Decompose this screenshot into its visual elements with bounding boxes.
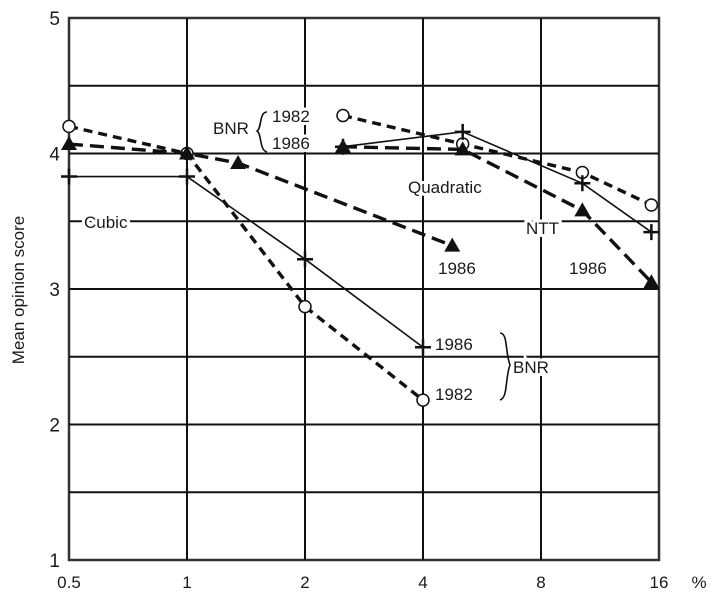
y-tick-label: 2 xyxy=(49,416,60,437)
annotation-label: BNR xyxy=(213,119,249,138)
annotation-label: Cubic xyxy=(84,213,128,232)
cross-marker-icon xyxy=(61,168,77,185)
series-bnr-1986 xyxy=(61,168,431,356)
series-line xyxy=(69,175,424,348)
circle-marker-icon xyxy=(416,393,430,407)
series-bnr-1982 xyxy=(62,119,430,407)
chart-annotations: BNR 1982 1986 Cubic Quadratic NTT 1986 1986 1986… xyxy=(81,104,610,407)
triangle-marker-icon xyxy=(230,154,247,169)
series-ntt-1986 xyxy=(334,138,660,289)
series-quadratic xyxy=(334,123,660,241)
series-ntt-1982 xyxy=(336,108,659,212)
grid-lines xyxy=(67,16,661,562)
series-line xyxy=(68,142,453,248)
x-tick-label: 8 xyxy=(536,573,545,592)
series-line xyxy=(342,113,653,207)
triangle-marker-icon xyxy=(334,138,351,153)
triangle-marker-icon xyxy=(179,145,195,160)
series-line xyxy=(342,145,653,284)
circle-marker-icon xyxy=(62,119,76,134)
x-tick-label: 16 xyxy=(650,573,669,592)
x-tick-label: 2 xyxy=(300,573,309,592)
y-tick-label: 5 xyxy=(49,9,60,30)
annotation-label: BNR xyxy=(513,358,549,377)
cross-marker-icon xyxy=(415,339,431,356)
cross-marker-icon xyxy=(179,168,195,185)
cross-marker-icon xyxy=(574,175,591,192)
triangle-marker-icon xyxy=(643,274,660,289)
annotation-label: 1986 xyxy=(435,335,473,354)
annotation-label: 1982 xyxy=(272,107,310,126)
y-axis-label: Mean opinion score xyxy=(9,216,28,364)
triangle-marker-icon xyxy=(574,202,591,217)
x-tick-label: 4 xyxy=(418,573,427,592)
data-series xyxy=(61,108,660,407)
annotation-label: 1986 xyxy=(569,259,607,278)
triangle-marker-icon xyxy=(61,136,77,151)
series-cubic-1986 xyxy=(61,136,461,252)
circle-marker-icon xyxy=(644,198,659,212)
x-tick-label: 1 xyxy=(182,573,191,592)
x-tick-label: 0.5 xyxy=(57,573,81,592)
x-unit-label: % xyxy=(691,573,706,592)
annotation-label: NTT xyxy=(526,219,559,238)
cross-marker-icon xyxy=(297,251,313,268)
triangle-marker-icon xyxy=(454,141,471,156)
y-tick-label: 1 xyxy=(49,551,60,572)
annotation-label: 1986 xyxy=(272,134,310,153)
annotation-label: Quadratic xyxy=(408,178,482,197)
brace-glyphs xyxy=(255,111,511,401)
cross-marker-icon xyxy=(643,224,660,241)
annotation-label: 1982 xyxy=(435,385,473,404)
y-tick-label: 3 xyxy=(49,280,60,301)
cross-marker-icon xyxy=(454,123,471,140)
annotation-label: 1986 xyxy=(438,259,476,278)
series-line xyxy=(68,124,425,402)
right-brace-icon xyxy=(499,332,511,401)
circle-marker-icon xyxy=(336,108,350,123)
series-line xyxy=(342,130,652,233)
circle-marker-icon xyxy=(298,299,312,314)
left-brace-icon xyxy=(255,111,268,153)
y-tick-label: 4 xyxy=(49,145,60,166)
triangle-marker-icon xyxy=(444,237,461,252)
